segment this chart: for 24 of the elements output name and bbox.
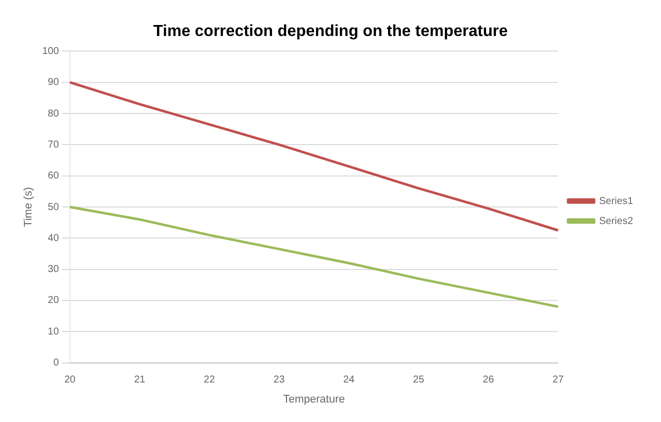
y-tick-label: 30 <box>48 264 60 276</box>
x-tick-label: 21 <box>134 374 146 386</box>
chart-title: Time correction depending on the temperature <box>153 23 508 40</box>
x-tick-label: 23 <box>274 374 286 386</box>
y-tick-label: 10 <box>48 326 60 338</box>
y-tick-label: 60 <box>48 170 60 182</box>
legend-label: Series1 <box>599 196 634 207</box>
y-tick-label: 90 <box>48 77 60 88</box>
x-tick-label: 25 <box>413 374 425 386</box>
y-tick-label: 20 <box>48 295 60 306</box>
y-tick-label: 50 <box>48 202 60 213</box>
x-axis-title: Temperature <box>283 393 345 406</box>
x-tick-label: 22 <box>204 374 216 386</box>
y-tick-label: 80 <box>48 108 60 120</box>
y-tick-label: 0 <box>53 358 60 369</box>
x-tick-label: 27 <box>552 374 564 386</box>
y-tick-label: 40 <box>48 232 60 244</box>
y-tick-label: 100 <box>42 46 60 57</box>
x-tick-label: 20 <box>64 374 76 386</box>
x-tick-label: 24 <box>343 374 355 386</box>
y-tick-label: 70 <box>48 139 60 150</box>
y-axis-title: Time (s) <box>22 187 35 227</box>
x-tick-label: 26 <box>482 374 494 386</box>
legend-label: Series2 <box>599 216 634 227</box>
